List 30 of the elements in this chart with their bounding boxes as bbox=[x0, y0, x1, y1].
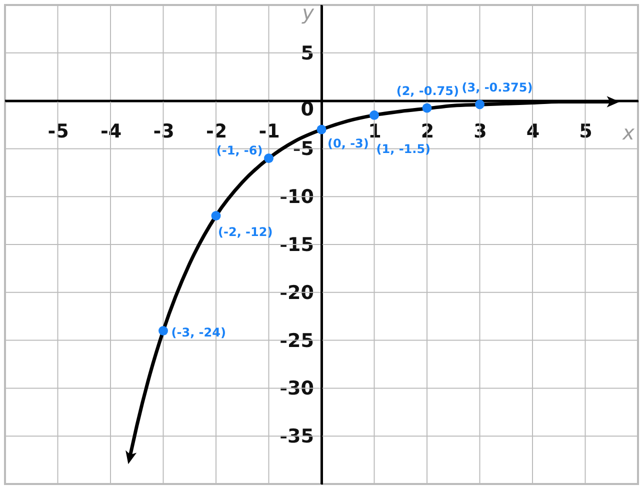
point bbox=[475, 100, 484, 110]
y-tick-label: -10 bbox=[280, 186, 314, 208]
x-tick-label: -1 bbox=[258, 120, 280, 142]
point bbox=[158, 326, 168, 336]
point bbox=[211, 211, 221, 220]
point bbox=[264, 154, 274, 164]
annotation: (-1, -6) bbox=[216, 143, 263, 158]
point bbox=[316, 124, 326, 134]
point bbox=[126, 450, 137, 464]
x-tick-label: -3 bbox=[153, 120, 174, 142]
point bbox=[370, 110, 379, 120]
y-tick-label: -5 bbox=[292, 138, 314, 160]
y-tick-label: -35 bbox=[280, 426, 314, 448]
annotation: (-3, -24) bbox=[171, 326, 226, 340]
point bbox=[422, 103, 432, 113]
annotation: (1, -1.5) bbox=[376, 142, 431, 156]
y-tick-label: 5 bbox=[300, 42, 314, 64]
annotation: (-2, -12) bbox=[218, 224, 273, 239]
y-axis-title: y bbox=[301, 0, 316, 24]
y-tick-label: 0 bbox=[300, 98, 314, 120]
x-axis-title: x bbox=[622, 120, 635, 144]
y-tick-label: -25 bbox=[280, 330, 314, 352]
annotation: (0, -3) bbox=[328, 136, 369, 151]
x-tick-label: 3 bbox=[474, 120, 487, 142]
y-tick-label: -20 bbox=[280, 282, 314, 304]
x-tick-label: -5 bbox=[48, 120, 69, 142]
x-tick-label: -4 bbox=[100, 120, 122, 142]
x-tick-label: 5 bbox=[579, 120, 592, 142]
annotation: (3, -0.375) bbox=[462, 80, 533, 94]
annotation: (2, -0.75) bbox=[396, 84, 459, 98]
